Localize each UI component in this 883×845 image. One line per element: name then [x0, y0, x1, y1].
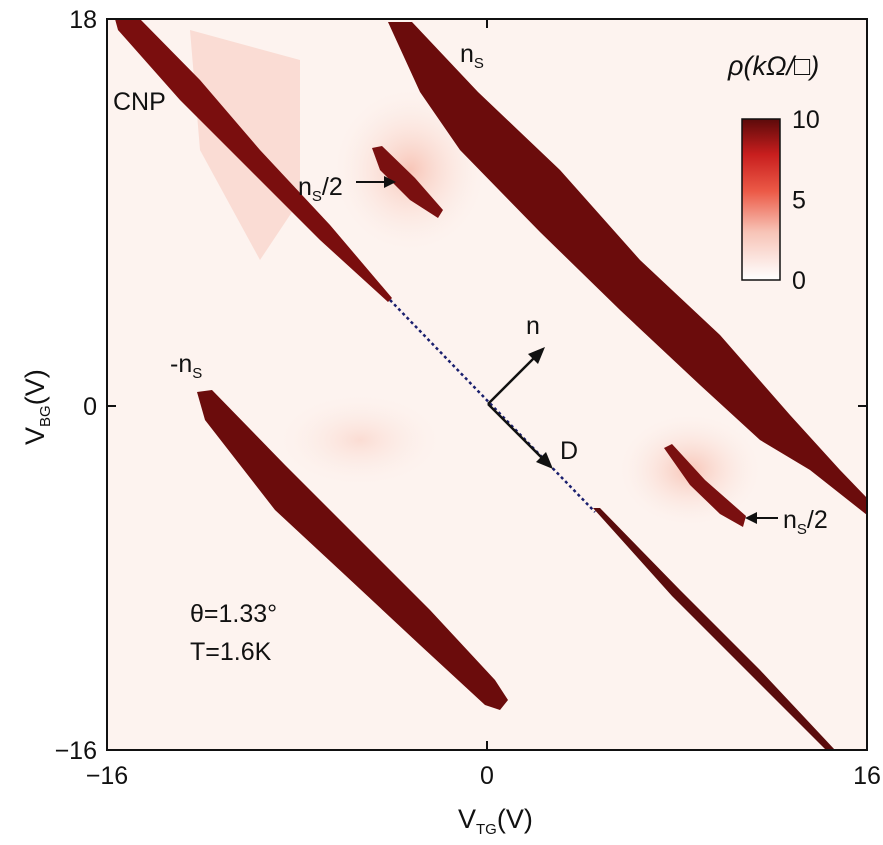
cnp-dotted-line: [389, 299, 596, 513]
arrow-n: [487, 356, 536, 405]
glow-center: [280, 395, 440, 485]
band-cnp-upper: [115, 19, 392, 302]
tick-labels: −16 0 16 −16 0 18: [55, 6, 881, 790]
y-tick-label: −16: [55, 737, 97, 765]
band-minus-ns: [197, 390, 508, 710]
arrowhead-ns-half-bottom: [745, 512, 757, 524]
annotation-d: D: [560, 437, 578, 465]
arrowhead-ns-half-top: [384, 176, 396, 188]
colorbar-title: ρ(kΩ/□): [727, 51, 819, 81]
x-tick-label: 16: [853, 762, 881, 790]
arrowhead-n: [528, 347, 545, 364]
colorbar-ticks: 10 5 0: [792, 106, 820, 295]
colorbar-tick-label: 0: [792, 267, 806, 295]
heatmap-features: [115, 19, 867, 750]
annotation-ns-half-top: nS/2: [298, 173, 343, 205]
band-ns-half-upper: [372, 146, 443, 218]
band-cnp-lower: [593, 508, 835, 750]
colorbar: [741, 118, 781, 281]
arrow-d: [487, 403, 544, 460]
annotation-minus-ns: -nS: [170, 350, 202, 382]
annotation-n: n: [526, 312, 540, 340]
x-tick-label: −16: [86, 762, 128, 790]
annotation-ns-half-bottom: nS/2: [783, 506, 828, 538]
annotation-cnp: CNP: [113, 88, 166, 116]
y-axis-label: VBG(V): [20, 369, 54, 445]
band-ns-half-lower: [664, 444, 746, 527]
annotation-ns-top: nS: [460, 40, 484, 72]
annotation-temperature: T=1.6K: [190, 638, 272, 666]
y-tick-label: 0: [83, 393, 97, 421]
colorbar-tick-label: 10: [792, 106, 820, 134]
band-ns: [388, 22, 867, 515]
x-axis-label: VTG(V): [458, 804, 533, 838]
annotation-theta: θ=1.33°: [190, 600, 277, 628]
tick-marks: [106, 18, 868, 751]
x-tick-label: 0: [480, 762, 494, 790]
y-tick-label: 18: [69, 6, 97, 34]
arrowhead-d: [536, 452, 553, 469]
colorbar-tick-label: 5: [792, 187, 806, 215]
